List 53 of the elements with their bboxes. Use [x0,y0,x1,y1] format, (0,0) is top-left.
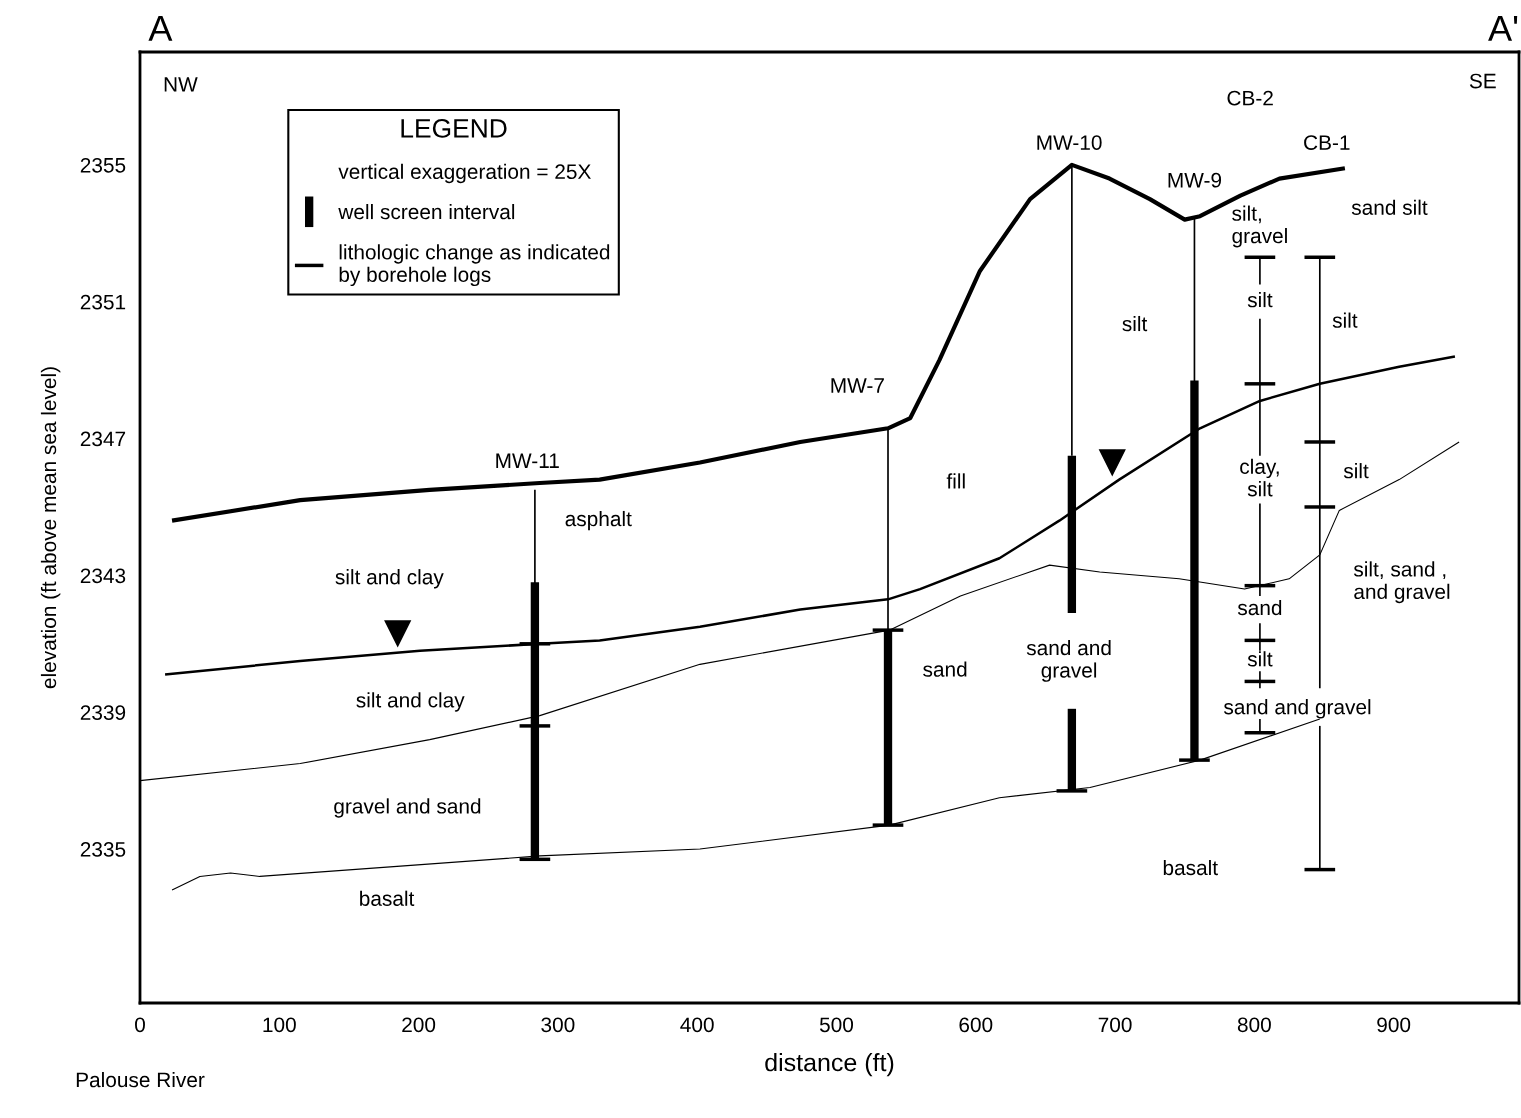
annotation: silt [1343,463,1369,479]
y-tick-label: 2335 [80,842,126,857]
annotation: sand [923,661,967,677]
x-tick-label: 800 [1237,1017,1271,1033]
x-tick-label: 600 [959,1017,993,1033]
y-tick-label: 2351 [80,294,126,310]
annotation: vertical exaggeration = 25X [338,163,591,184]
annotation: silt, gravel [1232,205,1287,248]
annotation: asphalt [565,510,632,531]
annotation: silt [1247,651,1273,667]
text: A' [1488,15,1518,41]
x-tick-label: 500 [819,1017,854,1033]
y-tick-label: 2347 [80,431,126,447]
y-tick-label: 2355 [80,157,126,173]
annotation: fill [946,473,965,489]
legend-label: well screen interval [338,203,515,220]
annotation: MW-10 [1037,135,1102,150]
annotation: silt [1122,315,1148,332]
x-tick-label: 0 [135,1017,145,1033]
y-tick-label: 2339 [80,705,126,720]
x-tick-label: 700 [1098,1017,1132,1033]
x-axis-title: distance (ft) [765,1052,894,1077]
annotation: clay, silt [1240,458,1279,497]
annotation: sand and gravel [1026,639,1111,682]
text: Palouse River [76,1071,205,1088]
annotation: sand and gravel [1223,699,1371,719]
y-axis-title: elevation (ft above mean sea level) [40,367,61,689]
annotation: sand silt [1351,199,1428,215]
annotation: MW-7 [831,378,884,393]
annotation: silt, sand , and gravel [1353,561,1450,604]
annotation: gravel and sand [334,798,481,818]
x-tick-label: 400 [680,1017,714,1033]
legend-label: lithologic change as indicated by borehole logs [339,244,610,287]
x-tick-label: 100 [263,1017,296,1033]
annotation: MW-9 [1168,172,1222,188]
y-tick-label: 2343 [80,568,126,584]
text: A [148,15,173,41]
annotation: CB-2 [1227,90,1273,106]
annotation: MW-11 [496,453,559,468]
annotation: silt [1247,292,1273,308]
annotation: SE [1469,73,1496,89]
x-tick-label: 900 [1377,1017,1411,1033]
annotation: basalt [360,890,415,906]
annotation: NW [164,77,198,92]
x-tick-label: 200 [402,1017,436,1033]
annotation: basalt [1163,859,1218,876]
x-tick-label: 300 [541,1017,575,1033]
annotation: silt [1332,312,1358,328]
annotation: silt and clay [356,692,465,712]
annotation: silt and clay [335,569,444,589]
legend-title: LEGEND [401,119,507,138]
annotation: sand [1237,599,1282,616]
annotation: CB-1 [1304,135,1350,150]
